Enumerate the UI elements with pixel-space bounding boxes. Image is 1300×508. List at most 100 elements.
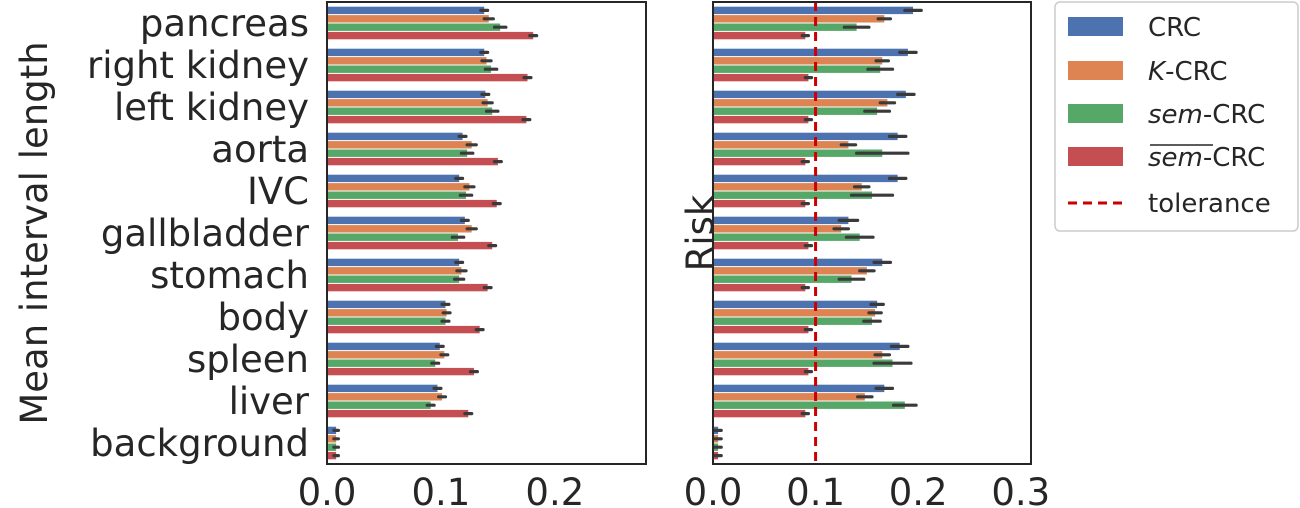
bar-risk-K-CRC-gallbladder bbox=[713, 225, 842, 233]
legend-swatch-sembarcrc bbox=[1068, 147, 1123, 166]
bar-risk-sem-CRC-liver bbox=[713, 401, 905, 409]
bar-length-K-CRC-aorta bbox=[327, 141, 472, 149]
bar-risk-K-CRC-IVC bbox=[713, 183, 862, 191]
bar-risk-CRC-body bbox=[713, 300, 878, 309]
bar-length-CRC-liver bbox=[327, 384, 438, 393]
bar-risk-K-CRC-liver bbox=[713, 393, 865, 401]
plot-frame-length bbox=[326, 1, 647, 465]
x-tick-label-length-1: 0.1 bbox=[412, 471, 471, 508]
bar-risk-K-CRC-pancreas bbox=[713, 15, 885, 23]
bar-length-K-CRC-stomach bbox=[327, 267, 462, 275]
category-label-background: background bbox=[90, 422, 309, 465]
bar-length-K-CRC-gallbladder bbox=[327, 225, 472, 233]
plot-frame-risk bbox=[712, 1, 1032, 465]
legend-frame bbox=[1054, 1, 1299, 232]
bar-risk-CRC-left-kidney bbox=[713, 90, 906, 99]
bar-length-sem-CRC-spleen bbox=[327, 359, 436, 367]
bar-risk-sem-bar-CRC-liver bbox=[713, 409, 806, 418]
y-axis-title-risk: Risk bbox=[679, 194, 722, 271]
bar-risk-K-CRC-right-kidney bbox=[713, 57, 883, 65]
bar-risk-CRC-right-kidney bbox=[713, 48, 908, 57]
bar-length-sem-bar-CRC-stomach bbox=[327, 283, 488, 292]
bar-length-sem-bar-CRC-aorta bbox=[327, 157, 498, 166]
bar-risk-sem-bar-CRC-body bbox=[713, 325, 809, 334]
category-label-IVC: IVC bbox=[247, 170, 309, 213]
category-label-gallbladder: gallbladder bbox=[101, 212, 310, 255]
bar-risk-sem-bar-CRC-gallbladder bbox=[713, 241, 809, 250]
legend-label-semcrc-suffix: -CRC bbox=[1203, 100, 1265, 130]
category-label-stomach: stomach bbox=[150, 254, 309, 297]
bar-risk-K-CRC-aorta bbox=[713, 141, 849, 149]
category-label-pancreas: pancreas bbox=[140, 2, 309, 45]
bar-length-K-CRC-spleen bbox=[327, 351, 445, 359]
bar-risk-sem-CRC-IVC bbox=[713, 191, 872, 199]
legend-label-crc: CRC bbox=[1148, 13, 1201, 43]
bar-length-sem-bar-CRC-spleen bbox=[327, 367, 474, 376]
bar-risk-CRC-IVC bbox=[713, 174, 898, 183]
legend-label-sembarcrc: sem-CRC bbox=[1148, 143, 1265, 173]
bar-length-sem-CRC-liver bbox=[327, 401, 431, 409]
bar-risk-sem-CRC-aorta bbox=[713, 149, 883, 157]
bar-risk-K-CRC-spleen bbox=[713, 351, 883, 359]
x-tick-label-risk-2: 0.2 bbox=[889, 471, 948, 508]
bar-risk-sem-bar-CRC-left-kidney bbox=[713, 115, 809, 124]
legend-label-semcrc-italic: sem bbox=[1148, 100, 1203, 130]
bar-length-sem-bar-CRC-IVC bbox=[327, 199, 497, 208]
bar-length-K-CRC-IVC bbox=[327, 183, 470, 191]
bar-length-sem-bar-CRC-gallbladder bbox=[327, 241, 493, 250]
bar-risk-sem-CRC-gallbladder bbox=[713, 233, 860, 241]
bar-risk-sem-CRC-spleen bbox=[713, 359, 893, 367]
bar-risk-sem-bar-CRC-right-kidney bbox=[713, 73, 809, 82]
legend-label-kcrc-italic: K bbox=[1148, 57, 1167, 87]
bar-length-K-CRC-body bbox=[327, 309, 447, 317]
bar-length-K-CRC-pancreas bbox=[327, 15, 489, 23]
bar-risk-sem-CRC-pancreas bbox=[713, 23, 857, 31]
bar-risk-K-CRC-body bbox=[713, 309, 876, 317]
x-tick-label-risk-0: 0.0 bbox=[684, 471, 743, 508]
bar-risk-CRC-pancreas bbox=[713, 6, 914, 15]
bar-length-sem-CRC-IVC bbox=[327, 191, 466, 199]
risk-panel: 0.0 0.1 0.2 0.3 Risk bbox=[679, 1, 1050, 508]
bar-length-CRC-aorta bbox=[327, 132, 463, 141]
bar-length-sem-bar-CRC-liver bbox=[327, 409, 469, 418]
y-axis-title-length: Mean interval length bbox=[13, 41, 56, 424]
bar-length-sem-CRC-body bbox=[327, 317, 446, 325]
legend-swatch-crc bbox=[1068, 17, 1123, 36]
bar-length-K-CRC-right-kidney bbox=[327, 57, 487, 65]
x-tick-label-length-2: 0.2 bbox=[525, 471, 584, 508]
bar-length-CRC-stomach bbox=[327, 258, 460, 267]
legend-swatch-semcrc bbox=[1068, 104, 1123, 123]
bar-risk-CRC-stomach bbox=[713, 258, 883, 267]
bar-risk-K-CRC-left-kidney bbox=[713, 99, 888, 107]
x-tick-label-risk-1: 0.1 bbox=[786, 471, 845, 508]
bar-length-CRC-left-kidney bbox=[327, 90, 486, 99]
bar-length-sem-CRC-left-kidney bbox=[327, 107, 493, 115]
bar-length-CRC-gallbladder bbox=[327, 216, 465, 225]
bar-length-CRC-pancreas bbox=[327, 6, 485, 15]
bar-risk-sem-bar-CRC-IVC bbox=[713, 199, 806, 208]
bar-length-sem-CRC-background bbox=[327, 443, 337, 451]
legend-label-sembarcrc-suffix: -CRC bbox=[1203, 143, 1265, 173]
bar-risk-CRC-spleen bbox=[713, 342, 900, 351]
bar-length-K-CRC-left-kidney bbox=[327, 99, 488, 107]
bar-risk-sem-CRC-stomach bbox=[713, 275, 852, 283]
bar-risk-CRC-liver bbox=[713, 384, 885, 393]
bar-length-sem-bar-CRC-body bbox=[327, 325, 480, 334]
legend-label-sembarcrc-italic: sem bbox=[1148, 143, 1203, 173]
bar-risk-sem-bar-CRC-pancreas bbox=[713, 31, 806, 40]
bar-length-sem-CRC-right-kidney bbox=[327, 65, 492, 73]
bar-risk-sem-bar-CRC-stomach bbox=[713, 283, 806, 292]
bar-length-CRC-IVC bbox=[327, 174, 460, 183]
legend-label-semcrc: sem-CRC bbox=[1148, 100, 1265, 130]
bar-length-sem-CRC-stomach bbox=[327, 275, 460, 283]
bar-risk-sem-CRC-body bbox=[713, 317, 872, 325]
bar-length-CRC-body bbox=[327, 300, 446, 309]
bar-risk-CRC-aorta bbox=[713, 132, 898, 141]
bar-risk-sem-bar-CRC-aorta bbox=[713, 157, 806, 166]
bar-length-CRC-spleen bbox=[327, 342, 440, 351]
legend-label-kcrc: K-CRC bbox=[1148, 57, 1228, 87]
category-label-liver: liver bbox=[229, 380, 310, 423]
category-label-left-kidney: left kidney bbox=[114, 86, 309, 129]
